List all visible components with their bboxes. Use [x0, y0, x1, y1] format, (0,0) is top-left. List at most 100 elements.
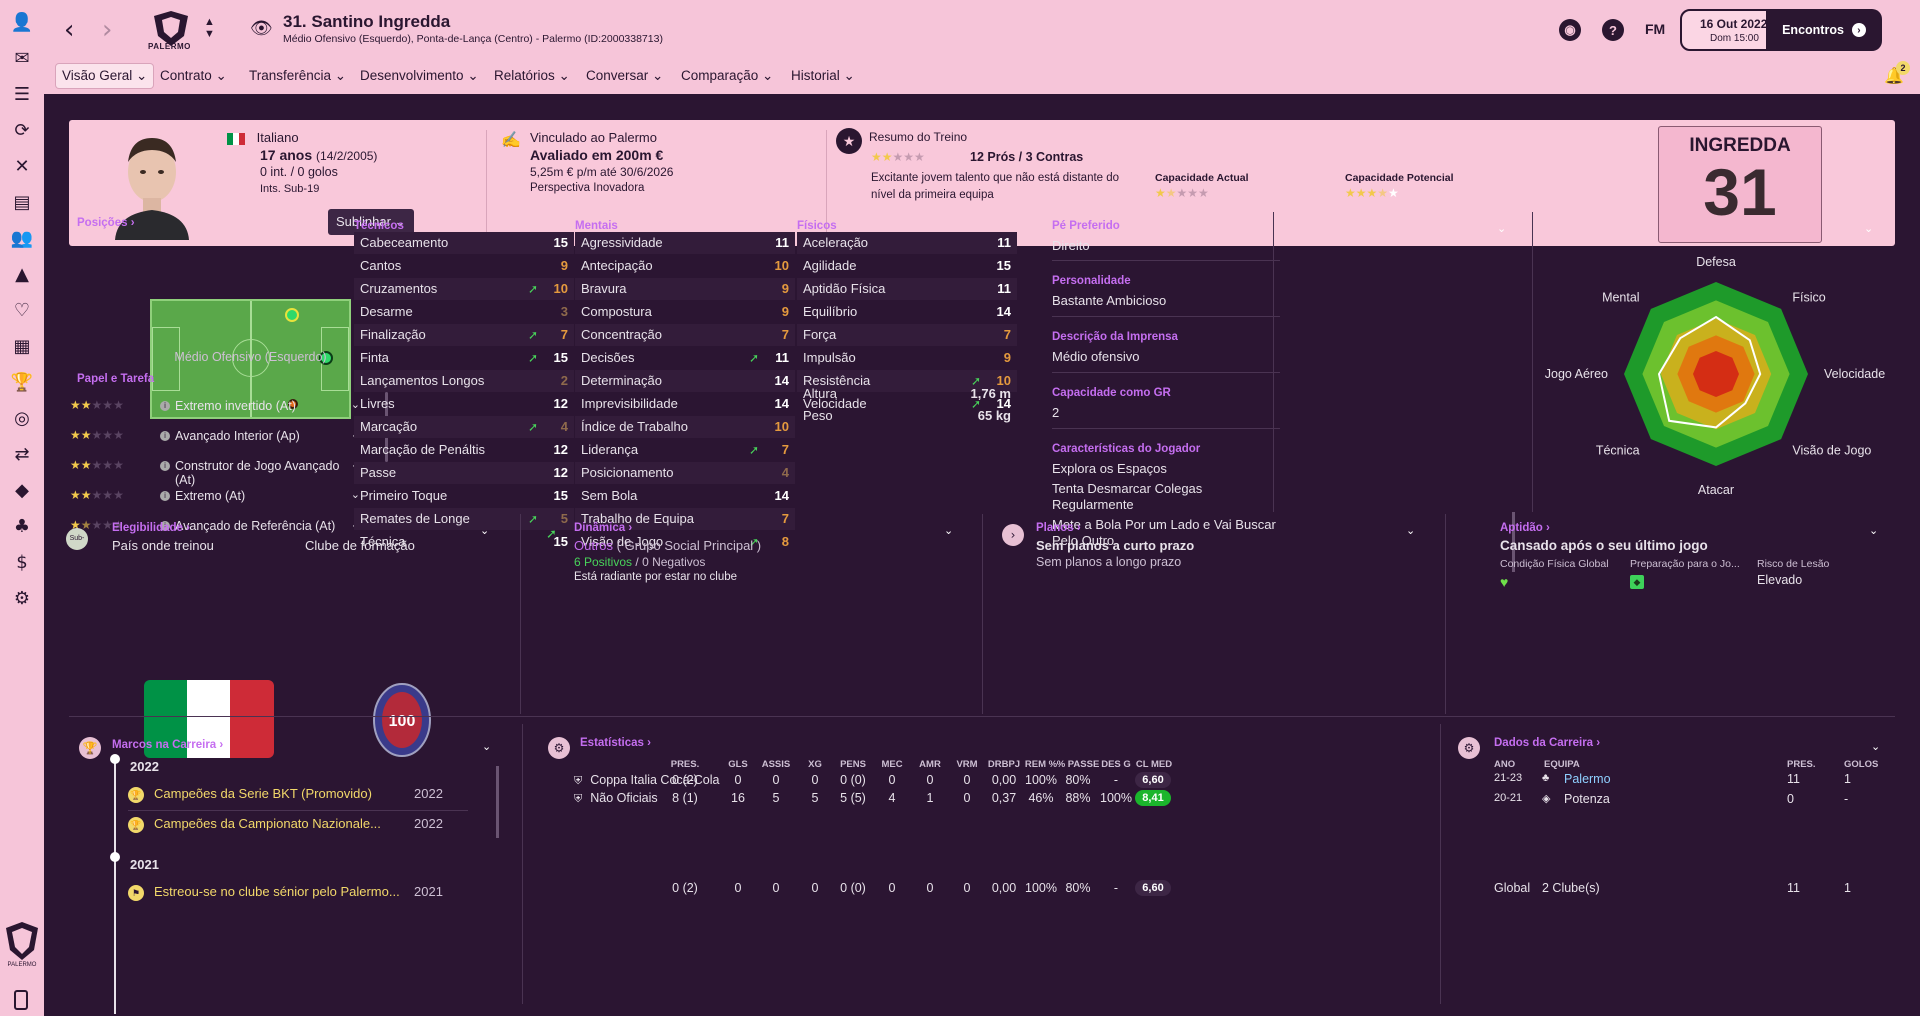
help-icon[interactable]: ? [1602, 19, 1624, 41]
physical-title: Físicos [797, 220, 837, 232]
stats-header[interactable]: ASSIS [761, 759, 791, 770]
stats-header[interactable]: MEC [881, 759, 903, 770]
stats-header[interactable]: % PASSE [1056, 759, 1100, 770]
attribute-value: 4 [781, 465, 789, 480]
tab-history[interactable]: Historial ⌄ [791, 68, 855, 83]
inbox-icon[interactable]: ✉ [14, 47, 30, 69]
career-icon: ⚙ [1458, 737, 1480, 759]
tab-overview[interactable]: Visão Geral ⌄ [56, 64, 154, 88]
info-icon[interactable]: i [160, 431, 170, 441]
medical-icon[interactable]: ♡ [13, 299, 31, 321]
career-row[interactable]: 21-23 ♣ Palermo 11 1 [1494, 772, 1851, 786]
career-title[interactable]: Dados da Carreira › [1494, 737, 1601, 749]
transfers-icon[interactable]: ⇄ [14, 443, 30, 465]
player-value: Avaliado em 200m € [530, 147, 664, 163]
fitness-expand-icon[interactable]: ⌄ [1869, 524, 1879, 537]
club-crest-icon[interactable]: PALERMO [2, 920, 42, 968]
eligibility-title[interactable]: Elegibilidade › [112, 522, 190, 534]
info-icon[interactable]: i [160, 491, 170, 501]
info-icon[interactable]: i [160, 401, 170, 411]
tab-talk[interactable]: Conversar ⌄ [586, 68, 664, 83]
milestones-expand-icon[interactable]: ⌄ [482, 740, 492, 753]
info-icon[interactable]: i [160, 461, 170, 471]
role-stars: ★★★★★ [70, 518, 124, 532]
dynamics-expand-icon[interactable]: ⌄ [944, 524, 954, 537]
plans-expand-icon[interactable]: ⌄ [1406, 524, 1416, 537]
reports-icon[interactable]: ▤ [13, 191, 31, 213]
player-switch-icon[interactable]: ▲ ▼ [204, 16, 215, 40]
stats-cell: 5 (5) [840, 791, 866, 805]
stats-header[interactable]: REM % [1024, 759, 1058, 770]
fitness-title[interactable]: Aptidão › [1500, 522, 1550, 534]
eligibility-expand-icon[interactable]: ⌄ [480, 524, 490, 537]
tactics-icon[interactable]: ✕ [14, 155, 30, 177]
schedule-icon[interactable]: ▦ [13, 335, 31, 357]
stats-header[interactable]: PENS [840, 759, 866, 770]
attribute-value: 14 [774, 373, 789, 388]
attribute-row: Imprevisibilidade 14 [575, 393, 795, 415]
attribute-value: 7 [781, 442, 789, 457]
role-row[interactable]: ★★★★★ i Extremo invertido (At) ⌄ [70, 398, 360, 420]
attribute-name: Visão de Jogo [581, 534, 664, 549]
attribute-name: Força [803, 327, 837, 342]
manager-icon[interactable]: 👤 [10, 11, 34, 33]
position-st-dot [319, 351, 333, 365]
traits-scrollbar[interactable] [1512, 512, 1515, 572]
stats-header[interactable]: VRM [956, 759, 978, 770]
role-expand-icon[interactable]: ⌄ [350, 489, 360, 501]
stats-header[interactable]: PRES. [670, 759, 700, 770]
role-row[interactable]: ★★★★★ i Extremo (At) ⌄ [70, 488, 360, 510]
stats-row-competition[interactable]: ⛨ Coppa Italia Coca-Cola [574, 773, 720, 787]
career-expand-icon[interactable]: ⌄ [1871, 740, 1881, 753]
youth-club-label: Clube de formação [305, 538, 415, 553]
stats-row-competition[interactable]: ⛨ Não Oficiais [574, 791, 658, 805]
plans-arrow-icon: › [1002, 524, 1024, 546]
stats-header[interactable]: CL MED [1135, 759, 1173, 770]
milestones-scrollbar[interactable] [496, 766, 499, 838]
positions-title[interactable]: Posições › [77, 217, 135, 229]
training-title: Resumo do Treino [869, 130, 968, 144]
role-expand-icon[interactable]: ⌄ [350, 399, 360, 411]
club-logo-icon[interactable] [148, 10, 194, 52]
plans-title[interactable]: Planos › [1036, 522, 1081, 534]
stats-header[interactable]: GLS [728, 759, 748, 770]
competitions-icon[interactable]: 🏆 [10, 371, 34, 393]
binoculars-icon[interactable]: 👁 [250, 18, 273, 38]
dynamics-icon[interactable]: ⟳ [14, 119, 30, 141]
career-row[interactable]: 20-21 ◈ Potenza 0 - [1494, 792, 1849, 806]
tab-contract[interactable]: Contrato ⌄ [160, 68, 227, 83]
fm-menu[interactable]: FM [1645, 21, 1666, 37]
attribute-name: Imprevisibilidade [581, 396, 678, 411]
club-icon[interactable]: ♣ [13, 515, 31, 537]
tab-development[interactable]: Desenvolvimento ⌄ [360, 68, 479, 83]
stats-header[interactable]: AMR [919, 759, 941, 770]
development-icon[interactable]: ⚙ [13, 587, 31, 609]
forward-icon[interactable]: › [102, 15, 113, 45]
tab-comparison[interactable]: Comparação ⌄ [681, 68, 774, 83]
squad-icon[interactable]: ☰ [13, 83, 31, 105]
highlight-dropdown[interactable]: Sublinhar ⌄ [328, 209, 414, 235]
radar-expand-icon[interactable]: ⌄ [1864, 222, 1874, 235]
stats-header[interactable]: DRBPJ [987, 759, 1021, 770]
scouting-icon[interactable]: ◎ [14, 407, 30, 429]
staff-icon[interactable]: 👥 [10, 227, 34, 249]
back-icon[interactable]: ‹ [64, 15, 75, 45]
continue-button[interactable]: Encontros › [1766, 9, 1882, 51]
milestones-title[interactable]: Marcos na Carreira › [112, 739, 224, 751]
info-icon[interactable]: i [160, 521, 170, 531]
dynamics-title[interactable]: Dinâmica › [574, 522, 633, 534]
club-vision-icon[interactable]: ◆ [15, 479, 29, 501]
stats-title[interactable]: Estatísticas › [580, 737, 651, 749]
globe-icon[interactable]: ◉ [1559, 19, 1581, 41]
finances-icon[interactable]: $ [16, 551, 28, 573]
training-icon[interactable]: ▲ [15, 263, 29, 285]
tab-reports[interactable]: Relatórios ⌄ [494, 68, 570, 83]
stats-header[interactable]: DES G [1101, 759, 1131, 770]
stats-header[interactable]: XG [808, 759, 822, 770]
foot-expand-icon[interactable]: ⌄ [1497, 222, 1507, 235]
notifications-icon[interactable]: 🔔 2 [1884, 61, 1910, 86]
tab-transfer[interactable]: Transferência ⌄ [249, 68, 347, 83]
